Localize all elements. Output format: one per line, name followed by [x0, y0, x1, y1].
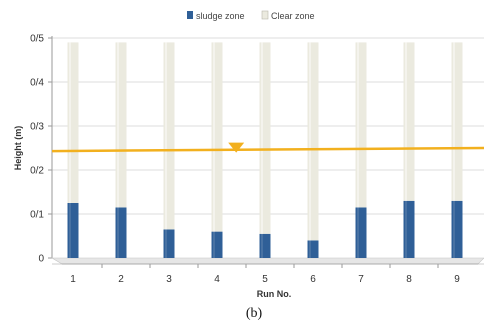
- legend-swatch-1: [187, 11, 193, 19]
- bar-highlight-sludge-6: [309, 240, 311, 258]
- bar-clear-4: [211, 42, 223, 232]
- bar-highlight-clear-1: [69, 42, 71, 204]
- bar-clear-8: [403, 42, 415, 201]
- bar-clear-1: [67, 42, 79, 204]
- bars: [67, 42, 463, 258]
- bar-sludge-2: [115, 207, 127, 258]
- x-tick-label-9: 9: [454, 274, 460, 285]
- bar-highlight-clear-4: [213, 42, 215, 232]
- x-tick-label-5: 5: [262, 274, 268, 285]
- y-axis-title: Height (m): [13, 126, 23, 171]
- x-tick-label-1: 1: [70, 274, 76, 285]
- y-tick-label-0: 0: [38, 254, 44, 265]
- bar-sludge-4: [211, 231, 223, 258]
- bar-highlight-sludge-3: [165, 229, 167, 258]
- bar-sludge-7: [355, 207, 367, 258]
- bar-highlight-sludge-9: [453, 200, 455, 258]
- bar-sludge-6: [307, 240, 319, 258]
- x-tick-label-3: 3: [166, 274, 172, 285]
- bar-clear-2: [115, 42, 127, 208]
- water-level-marker: [228, 142, 245, 153]
- reference-line-group: [51, 142, 484, 153]
- bar-sludge-5: [259, 233, 271, 258]
- y-tick-label-3: 0/3: [30, 122, 44, 133]
- bar-sludge-9: [451, 200, 463, 258]
- x-tick-label-4: 4: [214, 274, 220, 285]
- x-tick-label-8: 8: [406, 274, 412, 285]
- x-tick-label-2: 2: [118, 274, 124, 285]
- bar-highlight-sludge-5: [261, 233, 263, 258]
- legend-label-1: sludge zone: [196, 11, 245, 21]
- bar-clear-7: [355, 42, 367, 208]
- floor-surface: [50, 257, 484, 265]
- chart-floor: [50, 257, 484, 265]
- bar-sludge-8: [403, 200, 415, 258]
- x-tick-label-6: 6: [310, 274, 316, 285]
- x-axis-title: Run No.: [257, 289, 292, 299]
- bar-sludge-1: [67, 203, 79, 258]
- y-tick-label-5: 0/5: [30, 34, 44, 45]
- bar-highlight-sludge-2: [117, 207, 119, 258]
- y-tick-label-1: 0/1: [30, 210, 44, 221]
- bar-highlight-sludge-8: [405, 200, 407, 258]
- legend: sludge zone Clear zone: [187, 10, 315, 21]
- bar-clear-6: [307, 42, 319, 241]
- bar-highlight-clear-3: [165, 42, 167, 230]
- bar-highlight-sludge-1: [69, 203, 71, 258]
- legend-label-2: Clear zone: [271, 11, 315, 21]
- bar-clear-3: [163, 42, 175, 230]
- water-level-line: [51, 146, 484, 153]
- x-axis: 1 2 3 4 5 6 7 8 9: [52, 263, 484, 285]
- figure-caption: (b): [246, 306, 263, 321]
- bar-highlight-clear-2: [117, 42, 119, 208]
- x-tick-label-7: 7: [358, 274, 364, 285]
- bar-clear-5: [259, 42, 271, 234]
- bar-highlight-sludge-7: [357, 207, 359, 258]
- y-axis: 0 0/1 0/2 0/3 0/4 0/5: [30, 34, 53, 265]
- bar-highlight-clear-8: [405, 42, 407, 201]
- bar-highlight-clear-5: [261, 42, 263, 234]
- bar-sludge-3: [163, 229, 175, 258]
- bar-highlight-clear-6: [309, 42, 311, 241]
- bar-highlight-clear-7: [357, 42, 359, 208]
- y-tick-label-4: 0/4: [30, 78, 44, 89]
- legend-swatch-2: [261, 10, 269, 20]
- y-tick-label-2: 0/2: [30, 166, 44, 177]
- bar-highlight-clear-9: [453, 42, 455, 201]
- bar-highlight-sludge-4: [213, 231, 215, 258]
- bar-clear-9: [451, 42, 463, 201]
